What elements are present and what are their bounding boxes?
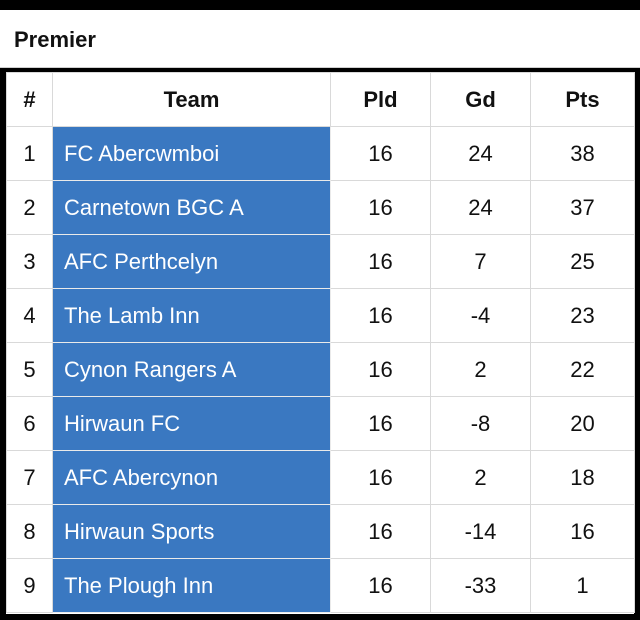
table-row: 7 AFC Abercynon 16 2 18 bbox=[6, 450, 635, 505]
team-cell[interactable]: AFC Perthcelyn bbox=[52, 234, 331, 289]
team-cell[interactable]: Carnetown BGC A bbox=[52, 180, 331, 235]
team-cell[interactable]: Hirwaun Sports bbox=[52, 504, 331, 559]
table-row: 2 Carnetown BGC A 16 24 37 bbox=[6, 180, 635, 235]
column-header-team: Team bbox=[52, 72, 331, 127]
column-header-pld: Pld bbox=[330, 72, 431, 127]
points-cell: 22 bbox=[530, 342, 635, 397]
rank-cell: 4 bbox=[6, 288, 53, 343]
team-cell[interactable]: AFC Abercynon bbox=[52, 450, 331, 505]
goal-difference-cell: -14 bbox=[430, 504, 531, 559]
table-row: 6 Hirwaun FC 16 -8 20 bbox=[6, 396, 635, 451]
table-row: 3 AFC Perthcelyn 16 7 25 bbox=[6, 234, 635, 289]
table-row: 8 Hirwaun Sports 16 -14 16 bbox=[6, 504, 635, 559]
points-cell: 16 bbox=[530, 504, 635, 559]
goal-difference-cell: 24 bbox=[430, 180, 531, 235]
played-cell: 16 bbox=[330, 234, 431, 289]
points-cell: 25 bbox=[530, 234, 635, 289]
goal-difference-cell: 2 bbox=[430, 450, 531, 505]
goal-difference-cell: 7 bbox=[430, 234, 531, 289]
table-header-row: # Team Pld Gd Pts bbox=[6, 72, 635, 127]
rank-cell: 1 bbox=[6, 126, 53, 181]
points-cell: 23 bbox=[530, 288, 635, 343]
rank-cell: 5 bbox=[6, 342, 53, 397]
table-row: 1 FC Abercwmboi 16 24 38 bbox=[6, 126, 635, 181]
table-row: 9 The Plough Inn 16 -33 1 bbox=[6, 558, 635, 613]
team-cell[interactable]: Hirwaun FC bbox=[52, 396, 331, 451]
points-cell: 20 bbox=[530, 396, 635, 451]
team-cell[interactable]: The Plough Inn bbox=[52, 558, 331, 613]
played-cell: 16 bbox=[330, 342, 431, 397]
played-cell: 16 bbox=[330, 504, 431, 559]
played-cell: 16 bbox=[330, 450, 431, 505]
table-row: 4 The Lamb Inn 16 -4 23 bbox=[6, 288, 635, 343]
goal-difference-cell: 24 bbox=[430, 126, 531, 181]
team-cell[interactable]: The Lamb Inn bbox=[52, 288, 331, 343]
played-cell: 16 bbox=[330, 180, 431, 235]
rank-cell: 3 bbox=[6, 234, 53, 289]
rank-cell: 2 bbox=[6, 180, 53, 235]
points-cell: 38 bbox=[530, 126, 635, 181]
column-header-gd: Gd bbox=[430, 72, 531, 127]
points-cell: 1 bbox=[530, 558, 635, 613]
played-cell: 16 bbox=[330, 396, 431, 451]
column-header-pts: Pts bbox=[530, 72, 635, 127]
team-cell[interactable]: FC Abercwmboi bbox=[52, 126, 331, 181]
points-cell: 37 bbox=[530, 180, 635, 235]
standings-table: # Team Pld Gd Pts 1 FC Abercwmboi 16 24 … bbox=[6, 72, 635, 613]
page-title: Premier bbox=[14, 27, 96, 52]
standings-table-container: # Team Pld Gd Pts 1 FC Abercwmboi 16 24 … bbox=[6, 72, 635, 614]
played-cell: 16 bbox=[330, 126, 431, 181]
goal-difference-cell: -33 bbox=[430, 558, 531, 613]
team-cell[interactable]: Cynon Rangers A bbox=[52, 342, 331, 397]
column-header-rank: # bbox=[6, 72, 53, 127]
points-cell: 18 bbox=[530, 450, 635, 505]
rank-cell: 7 bbox=[6, 450, 53, 505]
played-cell: 16 bbox=[330, 288, 431, 343]
goal-difference-cell: 2 bbox=[430, 342, 531, 397]
goal-difference-cell: -4 bbox=[430, 288, 531, 343]
goal-difference-cell: -8 bbox=[430, 396, 531, 451]
rank-cell: 8 bbox=[6, 504, 53, 559]
title-bar: Premier bbox=[0, 10, 640, 68]
rank-cell: 9 bbox=[6, 558, 53, 613]
played-cell: 16 bbox=[330, 558, 431, 613]
rank-cell: 6 bbox=[6, 396, 53, 451]
table-row: 5 Cynon Rangers A 16 2 22 bbox=[6, 342, 635, 397]
